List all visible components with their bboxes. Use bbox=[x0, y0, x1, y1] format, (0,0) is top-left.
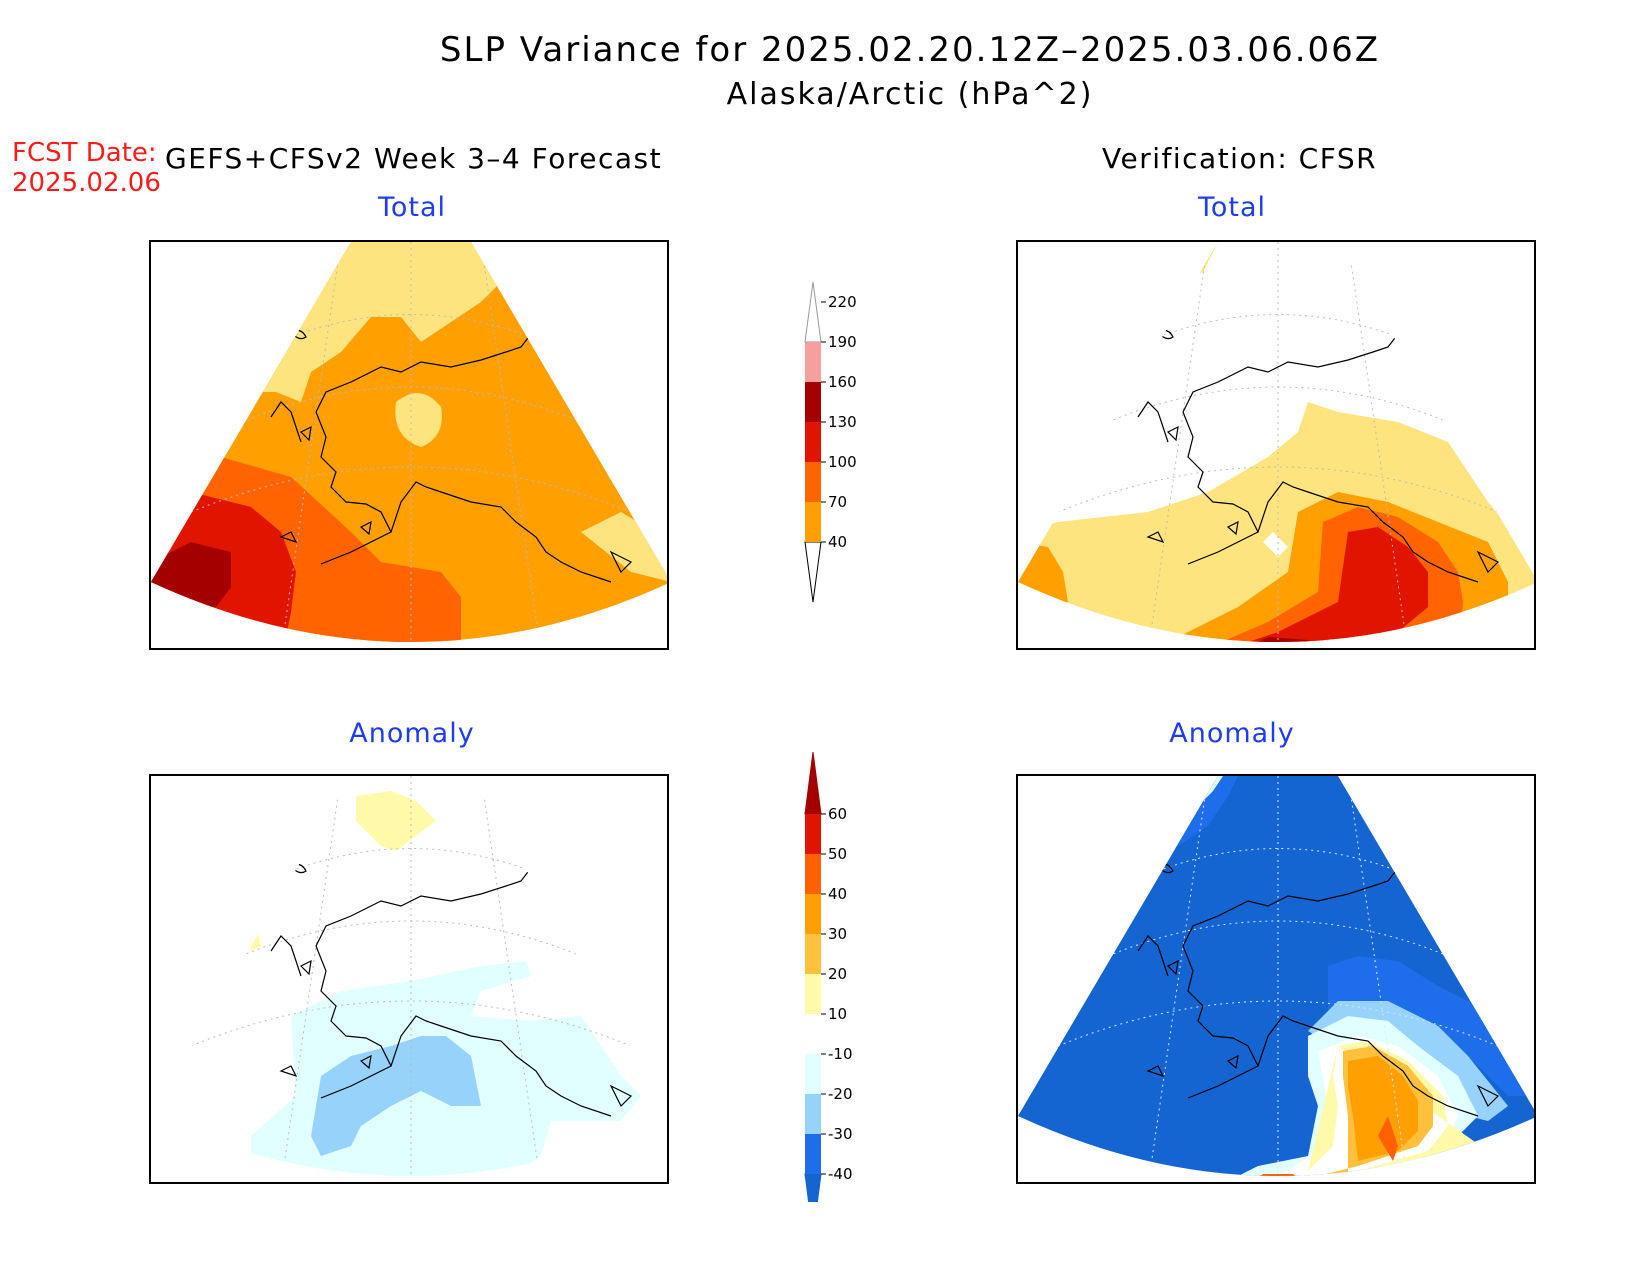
column-title-verification: Verification: CFSR bbox=[1102, 142, 1378, 175]
colorbar-box bbox=[805, 462, 821, 502]
map-forecast-total-field bbox=[151, 242, 667, 642]
figure-subtitle: Alaska/Arctic (hPa^2) bbox=[726, 77, 1094, 112]
panel-title-forecast-anomaly: Anomaly bbox=[349, 718, 475, 749]
fill-minus20-minus30 bbox=[311, 1036, 481, 1156]
panel-title-verification-anomaly: Anomaly bbox=[1169, 718, 1295, 749]
fill-40-50-east bbox=[1378, 1116, 1398, 1161]
map-forecast-anomaly-field bbox=[151, 776, 667, 1176]
colorbar-box bbox=[805, 502, 821, 542]
forecast-date-value: 2025.02.06 bbox=[12, 168, 161, 198]
fill-10-20-north bbox=[356, 791, 436, 851]
graticule bbox=[1057, 242, 1499, 642]
colorbar-box bbox=[805, 1134, 821, 1174]
map-forecast-total bbox=[149, 240, 669, 650]
colorbar-box bbox=[805, 382, 821, 422]
colorbar-low-tip bbox=[804, 541, 822, 603]
colorbar-high-tip bbox=[804, 282, 822, 343]
colorbar-label: 100 bbox=[828, 453, 857, 471]
fill-30-40 bbox=[1348, 1056, 1418, 1161]
colorbar-box bbox=[805, 422, 821, 462]
colorbar-label: -40 bbox=[828, 1165, 853, 1183]
colorbar-label: 30 bbox=[828, 925, 847, 943]
colorbar-label: 160 bbox=[828, 373, 857, 391]
graticule bbox=[1057, 776, 1499, 1176]
colorbar-box bbox=[805, 974, 821, 1014]
fill-160-190 bbox=[151, 542, 231, 607]
colorbar-box bbox=[805, 1014, 821, 1054]
colorbar-label: 40 bbox=[828, 533, 847, 551]
colorbar-label: 60 bbox=[828, 805, 847, 823]
colorbar-label: 70 bbox=[828, 493, 847, 511]
map-forecast-anomaly bbox=[149, 774, 669, 1184]
colorbar-label: 130 bbox=[828, 413, 857, 431]
coastline bbox=[270, 329, 633, 583]
forecast-date-label: FCST Date: bbox=[12, 138, 157, 168]
map-verification-anomaly bbox=[1016, 774, 1536, 1184]
colorbar-box bbox=[805, 934, 821, 974]
forecast-date: FCST Date: 2025.02.06 bbox=[12, 138, 161, 198]
colorbar-box bbox=[805, 854, 821, 894]
panel-title-forecast-total: Total bbox=[377, 192, 447, 223]
colorbar-low-tip bbox=[804, 1173, 822, 1202]
colorbar-box bbox=[805, 342, 821, 382]
fill-160-190 bbox=[1238, 637, 1328, 642]
colorbar-box bbox=[805, 1054, 821, 1094]
colorbar-label: -10 bbox=[828, 1045, 853, 1063]
column-title-forecast: GEFS+CFSv2 Week 3–4 Forecast bbox=[165, 142, 663, 175]
colorbar-label: 40 bbox=[828, 885, 847, 903]
graticule bbox=[190, 776, 632, 1176]
colorbar-box bbox=[805, 894, 821, 934]
graticule bbox=[190, 242, 632, 642]
map-verification-total-field bbox=[1018, 242, 1534, 642]
fill-130-160 bbox=[1218, 527, 1428, 642]
colorbar-high-tip bbox=[804, 752, 822, 815]
colorbar-label: 50 bbox=[828, 845, 847, 863]
colorbar-label: -20 bbox=[828, 1085, 853, 1103]
fill-40-70-interior bbox=[395, 393, 442, 447]
map-verification-anomaly-field bbox=[1018, 776, 1534, 1176]
coastline bbox=[1137, 329, 1500, 583]
colorbar-total: 40 70 100 130 160 190 220 bbox=[804, 282, 857, 603]
colorbar-label: 20 bbox=[828, 965, 847, 983]
colorbar-box bbox=[805, 814, 821, 854]
panel-title-verification-total: Total bbox=[1197, 192, 1267, 223]
colorbar-box bbox=[805, 1094, 821, 1134]
map-verification-total bbox=[1016, 240, 1536, 650]
colorbar-label: 220 bbox=[828, 293, 857, 311]
colorbar-label: 190 bbox=[828, 333, 857, 351]
colorbar-anomaly: -40 -30 -20 -10 10 20 30 40 50 60 bbox=[804, 752, 853, 1202]
coastline bbox=[1137, 863, 1500, 1117]
colorbar-label: 10 bbox=[828, 1005, 847, 1023]
coastline bbox=[270, 863, 633, 1117]
figure-title: SLP Variance for 2025.02.20.12Z–2025.03.… bbox=[439, 30, 1381, 70]
colorbar-label: -30 bbox=[828, 1125, 853, 1143]
